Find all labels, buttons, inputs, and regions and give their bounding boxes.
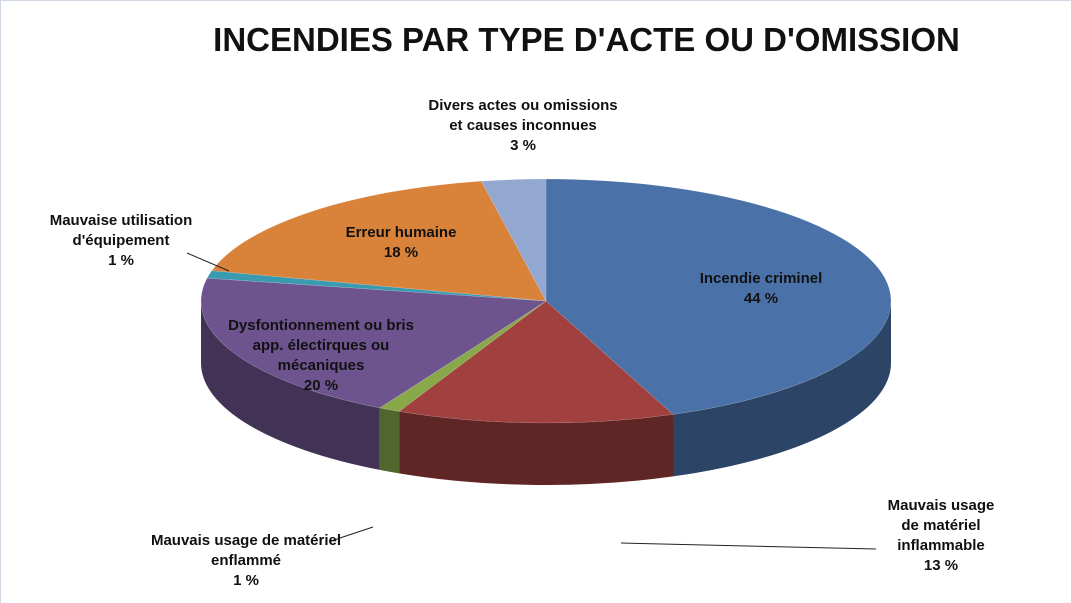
- leader-line: [330, 526, 374, 542]
- value-label: 13 %: [923, 557, 959, 574]
- category-label: Mauvaise utilisation d'équipement: [49, 212, 193, 249]
- slice: [206, 270, 547, 302]
- category-label: Incendie criminel: [699, 270, 823, 287]
- slice-label: Dysfontionnement ou bris app. électirque…: [211, 316, 431, 396]
- slice: [200, 277, 547, 409]
- slice-side: [379, 407, 400, 474]
- slice: [379, 300, 547, 412]
- slice: [480, 178, 547, 302]
- value-label: 1 %: [108, 252, 134, 269]
- value-label: 18 %: [383, 244, 419, 261]
- slice-label: Mauvais usage de matériel inflammable 13 …: [886, 496, 996, 576]
- category-label: Erreur humaine: [345, 224, 457, 241]
- value-label: 44 %: [743, 290, 779, 307]
- slice-label: Mauvaise utilisation d'équipement 1 %: [16, 211, 226, 271]
- slice-side: [673, 301, 891, 477]
- leader-line: [620, 542, 877, 550]
- leader-line: [186, 252, 230, 272]
- value-label: 1 %: [233, 572, 259, 589]
- chart-title: INCENDIES PAR TYPE D'ACTE OU D'OMISSION: [213, 21, 960, 58]
- category-label: Mauvais usage de matériel inflammable: [887, 497, 995, 554]
- category-label: Dysfontionnement ou bris app. électirque…: [228, 317, 414, 374]
- slice: [398, 300, 674, 424]
- slice-label: Divers actes ou omissions et causes inco…: [423, 96, 623, 156]
- value-label: 3 %: [510, 137, 536, 154]
- slice-side: [399, 411, 674, 485]
- slice-label: Erreur humaine 18 %: [316, 223, 486, 263]
- slice-side: [201, 301, 380, 470]
- slice: [545, 178, 892, 415]
- category-label: Mauvais usage de matériel enflammé: [150, 532, 342, 569]
- category-label: Divers actes ou omissions et causes inco…: [428, 97, 618, 134]
- slice-label: Incendie criminel 44 %: [661, 269, 861, 309]
- slice-label: Mauvais usage de matériel enflammé 1 %: [146, 531, 346, 591]
- value-label: 20 %: [303, 377, 339, 394]
- slice: [211, 180, 547, 302]
